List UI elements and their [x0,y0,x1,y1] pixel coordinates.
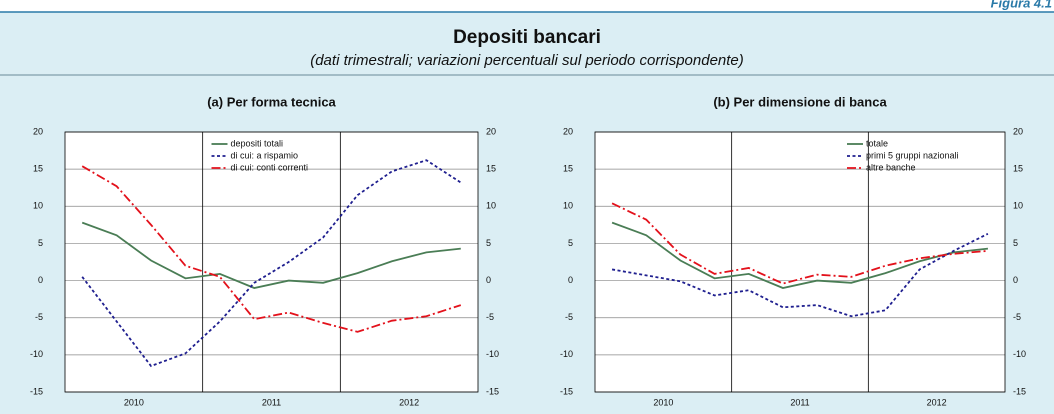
y-tick-label: 0 [38,275,43,285]
y2-tick-label: 5 [486,238,491,248]
x-tick-label: 2010 [124,397,144,407]
y-tick-label: -5 [565,312,573,322]
x-tick-label: 2012 [927,397,947,407]
y2-tick-label: 10 [486,201,496,211]
legend-label: di cui: conti correnti [231,162,309,172]
legend-label: altre banche [866,162,916,172]
y-tick-label: -15 [560,386,573,396]
y-tick-label: 5 [568,238,573,248]
legend-label: di cui: a rispamio [231,150,299,160]
title: Depositi bancari [453,27,601,48]
top-strip [0,0,1054,12]
y2-tick-label: 20 [486,126,496,136]
y2-tick-label: 10 [1013,201,1023,211]
y2-tick-label: 15 [1013,164,1023,174]
series-line [611,232,989,318]
plot-frame [64,131,479,393]
y2-tick-label: -10 [486,349,499,359]
y-tick-label: -10 [30,349,43,359]
x-tick-label: 2010 [653,397,673,407]
y-tick-label: 0 [568,275,573,285]
panel-title: (b) Per dimensione di banca [713,94,887,109]
legend-label: totale [866,138,888,148]
y-tick-label: 20 [33,126,43,136]
y2-tick-label: -5 [1013,312,1021,322]
y-tick-label: 5 [38,238,43,248]
y-tick-label: -15 [30,386,43,396]
x-tick-label: 2011 [262,397,281,407]
y2-tick-label: -5 [486,312,494,322]
series-line [611,202,988,285]
y2-tick-label: -10 [1013,349,1026,359]
y-tick-label: 10 [33,201,43,211]
y2-tick-label: 0 [486,275,491,285]
y2-tick-label: 20 [1013,126,1023,136]
series-line [611,221,989,289]
y-tick-label: -5 [35,312,43,322]
x-tick-label: 2011 [790,397,809,407]
plot-area [595,132,1005,392]
y2-tick-label: -15 [486,386,499,396]
y2-tick-label: 0 [1013,275,1018,285]
y-tick-label: 15 [33,164,43,174]
series-line [81,221,461,289]
y-tick-label: -10 [560,349,573,359]
legend-label: primi 5 gruppi nazionali [866,150,959,160]
y2-tick-label: -15 [1013,386,1026,396]
y-tick-label: 20 [563,126,573,136]
y2-tick-label: 15 [486,164,496,174]
panel-title: (a) Per forma tecnica [207,94,336,109]
y-tick-label: 10 [563,201,573,211]
legend-label: depositi totali [231,138,284,148]
x-tick-label: 2012 [399,397,419,407]
plot-frame [594,131,1006,393]
figure-label: Figura 4.1 [991,0,1052,10]
subtitle: (dati trimestrali; variazioni percentual… [310,52,744,69]
y2-tick-label: 5 [1013,238,1018,248]
plot-area [65,132,478,392]
y-tick-label: 15 [563,164,573,174]
